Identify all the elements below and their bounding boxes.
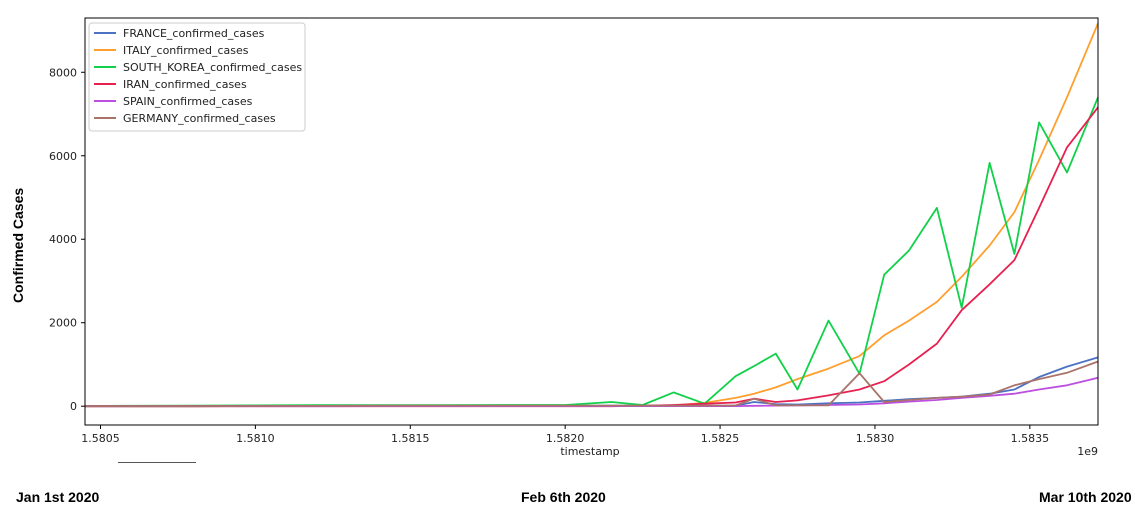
date-mid: Feb 6th 2020 [521, 489, 606, 505]
plot-area [84, 23, 1099, 408]
y-tick-label: 8000 [49, 66, 77, 79]
series-line-spain-confirmed-cases [85, 376, 1099, 408]
scale-bar [118, 462, 196, 463]
date-start: Jan 1st 2020 [16, 489, 100, 505]
x-tick-label: 1.5810 [236, 432, 275, 445]
x-axis: 1.5805 1.5810 1.5815 1.5820 1.5825 1.5830 1.58… [81, 425, 1049, 445]
x-offset-label: 1e9 [1077, 445, 1098, 458]
date-end: Mar 10th 2020 [1039, 489, 1132, 505]
x-tick-label: 1.5825 [701, 432, 740, 445]
y-tick-label: 6000 [49, 150, 77, 163]
axes-frame [84, 17, 1099, 426]
series-line-iran-confirmed-cases [85, 106, 1099, 408]
series-line-south-korea-confirmed-cases [84, 96, 1099, 407]
legend-label: ITALY_confirmed_cases [123, 44, 249, 57]
y-tick-label: 0 [70, 400, 77, 413]
x-tick-label: 1.5820 [546, 432, 585, 445]
legend-label: GERMANY_confirmed_cases [123, 112, 276, 125]
legend-label: SPAIN_confirmed_cases [123, 95, 253, 108]
series-line-germany-confirmed-cases [85, 360, 1099, 408]
legend: FRANCE_confirmed_cases ITALY_confirmed_ca… [88, 22, 306, 132]
x-tick-label: 1.5830 [856, 432, 895, 445]
legend-label: SOUTH_KOREA_confirmed_cases [123, 61, 302, 74]
y-tick-label: 4000 [49, 233, 77, 246]
y-axis: 0 2000 4000 6000 8000 [49, 66, 85, 413]
legend-label: FRANCE_confirmed_cases [123, 27, 265, 40]
y-axis-label: Confirmed Cases [10, 187, 26, 303]
legend-frame [88, 22, 306, 132]
y-tick-label: 2000 [49, 317, 77, 330]
legend-label: IRAN_confirmed_cases [123, 78, 247, 91]
x-tick-label: 1.5835 [1011, 432, 1050, 445]
x-axis-label: timestamp [560, 445, 619, 458]
x-tick-label: 1.5805 [81, 432, 120, 445]
x-tick-label: 1.5815 [391, 432, 430, 445]
